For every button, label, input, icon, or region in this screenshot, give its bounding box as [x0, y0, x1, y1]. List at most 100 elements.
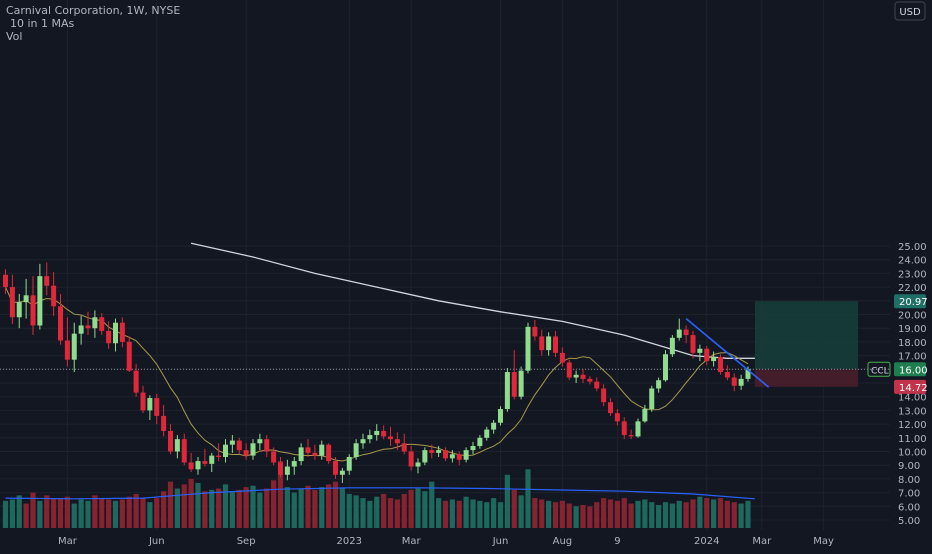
candle-body	[106, 330, 112, 344]
volume-bar	[188, 478, 194, 528]
volume-bar	[30, 492, 36, 528]
price-tick-label: 14.00	[898, 393, 927, 404]
target-zone[interactable]	[754, 301, 858, 370]
volume-bar	[2, 500, 9, 528]
volume-bar	[326, 484, 332, 528]
volume-bar	[236, 489, 242, 528]
volume-bar	[731, 502, 737, 528]
time-tick-label: 2023	[337, 536, 362, 547]
trendline[interactable]	[685, 317, 770, 388]
time-tick-label: 2024	[694, 536, 719, 547]
price-tick-label: 7.00	[898, 489, 920, 500]
legend-ma-indicator[interactable]: 10 in 1 MAs	[10, 17, 75, 30]
candle-body	[188, 462, 194, 470]
candle-body	[181, 439, 187, 463]
candle-body	[174, 439, 180, 452]
candle-body	[264, 439, 270, 452]
volume-bar	[119, 499, 125, 528]
candle-body	[374, 430, 380, 436]
volume-bar	[277, 461, 284, 528]
volume-bar	[628, 503, 634, 528]
candle-body	[401, 443, 407, 452]
volume-bar	[216, 488, 222, 528]
candle-body	[271, 451, 277, 463]
price-tick-label: 24.00	[898, 256, 927, 267]
volume-bar	[532, 498, 538, 528]
volume-bar	[181, 484, 187, 528]
volume-bar	[587, 506, 593, 528]
candle-body	[257, 439, 263, 444]
candle-body	[298, 447, 304, 462]
candle-body	[236, 440, 242, 451]
volume-bar	[559, 500, 565, 528]
candle-body	[566, 362, 572, 378]
volume-bar	[463, 496, 469, 528]
volume-bar	[133, 493, 139, 528]
volume-bar	[99, 498, 105, 528]
time-tick-label: Jun	[492, 536, 509, 547]
candle-body	[415, 462, 421, 467]
candle-body	[346, 456, 352, 471]
candle-body	[601, 388, 607, 403]
candle-body	[738, 378, 744, 386]
volume-bar	[264, 488, 270, 528]
volume-bar	[195, 483, 201, 528]
candle-body	[408, 451, 414, 467]
volume-bar	[724, 500, 730, 528]
volume-bar	[497, 502, 504, 528]
currency-button[interactable]	[894, 1, 926, 21]
candle-body	[64, 340, 70, 360]
candle-body	[99, 317, 105, 331]
volume-bar	[174, 488, 180, 528]
price-tick-label: 9.00	[898, 461, 920, 472]
candle-body	[319, 444, 325, 456]
price-label-stop	[894, 379, 926, 394]
price-tick-label: 5.00	[898, 516, 920, 527]
symbol-tag-text: CCL	[871, 366, 889, 376]
volume-bar	[85, 500, 91, 528]
volume-bar	[594, 502, 600, 528]
time-tick-label: 9	[614, 536, 620, 547]
candle-body	[525, 326, 531, 371]
volume-bar	[161, 491, 167, 528]
price-label-target-text: 20.97	[899, 297, 928, 308]
volume-bar	[649, 502, 655, 528]
legend-volume-indicator[interactable]: Vol	[6, 30, 23, 43]
candle-body	[504, 372, 510, 410]
volume-bar	[738, 503, 744, 528]
candle-body	[209, 455, 215, 464]
volume-bar	[112, 500, 119, 528]
time-tick-label: Mar	[58, 536, 78, 547]
candle-body	[243, 450, 249, 456]
price-tick-label: 13.00	[898, 406, 927, 417]
candle-body	[278, 462, 283, 475]
volume-bar	[683, 502, 689, 528]
volume-bar	[601, 498, 607, 528]
time-tick-label: Mar	[402, 536, 422, 547]
candle-body	[119, 322, 125, 342]
candle-body	[326, 444, 332, 462]
volume-ma-line	[5, 487, 755, 500]
candle-body	[498, 409, 503, 423]
candle-body	[71, 333, 77, 360]
volume-bar	[167, 481, 174, 528]
time-tick-label: Mar	[752, 536, 772, 547]
candle-body	[718, 356, 723, 373]
legend-symbol[interactable]: Carnival Corporation, 1W, NYSE	[6, 4, 181, 17]
candle-body	[573, 374, 579, 378]
candle-body	[608, 402, 613, 414]
candle-body	[147, 398, 153, 411]
candle-body	[388, 436, 393, 440]
volume-bar	[284, 487, 290, 528]
volume-bar	[44, 495, 50, 528]
volume-bar	[573, 506, 579, 528]
volume-bar	[642, 499, 648, 528]
volume-bar	[37, 500, 43, 528]
candle-body	[649, 388, 655, 410]
currency-button-label[interactable]: USD	[899, 7, 921, 18]
stop-zone[interactable]	[754, 369, 858, 387]
candle-body	[539, 336, 545, 351]
volume-bar	[580, 504, 586, 528]
